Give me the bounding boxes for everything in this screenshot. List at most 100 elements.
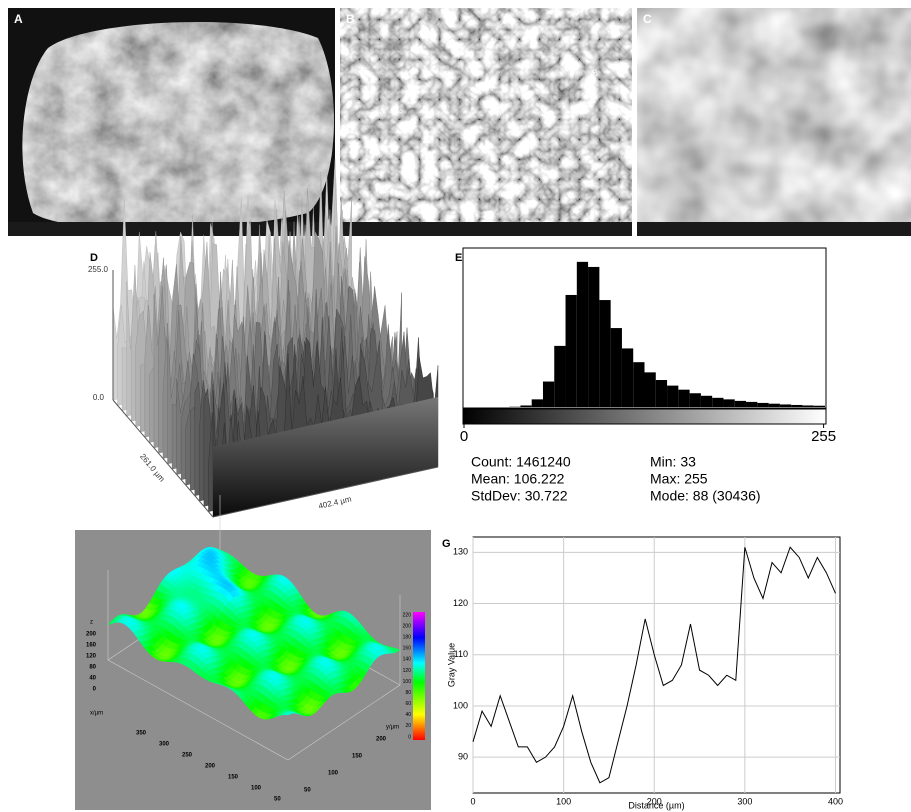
panel-label: A xyxy=(14,12,23,26)
stat-text: Count: 1461240 xyxy=(471,454,571,470)
x-tick-label: 100 xyxy=(556,796,571,806)
stat-text: Mode: 88 (30436) xyxy=(650,488,761,504)
histogram-stats: Count: 1461240 Min: 33 Mean: 106.222 Max: 2… xyxy=(471,454,761,504)
histogram-bar xyxy=(554,345,566,407)
colorbar-tick-label: 140 xyxy=(403,657,412,663)
colorbar-tick-label: 100 xyxy=(403,679,412,685)
histogram-bar xyxy=(667,385,679,407)
colorbar-tick-label: 20 xyxy=(405,723,411,729)
y-axis-label: Gray Value xyxy=(446,643,456,687)
y-tick-label: 50 xyxy=(304,788,311,794)
sem-image xyxy=(340,8,632,236)
stat-text: Max: 255 xyxy=(650,471,708,487)
histogram-bar xyxy=(599,300,611,407)
histogram-bar xyxy=(757,402,769,407)
histogram-bar xyxy=(813,405,825,407)
z-axis-label: z xyxy=(90,620,93,626)
histogram-bar xyxy=(802,405,814,407)
sem-panel-b xyxy=(340,8,632,236)
y-tick-label: 200 xyxy=(376,737,387,743)
x-tick-label: 300 xyxy=(159,742,170,748)
x-tick-label: 50 xyxy=(274,797,281,803)
sem-info-bar xyxy=(637,222,911,236)
colorbar-tick-label: 60 xyxy=(405,701,411,707)
panel-label: C xyxy=(643,12,652,26)
histogram-bar xyxy=(531,399,543,407)
z-tick-label: 160 xyxy=(86,643,97,649)
colorbar-tick-label: 40 xyxy=(405,712,411,718)
width-label: 402.4 µm xyxy=(318,494,353,510)
histogram-bar xyxy=(678,389,690,407)
x-tick-label: 350 xyxy=(136,731,147,737)
y-tick-label: 130 xyxy=(453,547,468,557)
stat-text: StdDev: 30.722 xyxy=(471,488,568,504)
histogram-bar xyxy=(700,395,713,407)
data-line xyxy=(472,546,836,784)
surface-front-face xyxy=(213,397,438,517)
histogram-bar xyxy=(565,294,577,407)
z-tick-label: 120 xyxy=(86,654,97,660)
histogram-bar xyxy=(689,393,701,407)
sem-panel-c xyxy=(637,8,911,236)
sem-info-bar xyxy=(340,222,632,236)
histogram-bar xyxy=(779,404,792,407)
line-chart: 90 100 110 120 130 0 100 200 300 400 Gray Value Dis… xyxy=(446,536,843,810)
x-tick-label: 200 xyxy=(205,764,216,770)
colorbar-tick-label: 180 xyxy=(403,635,412,641)
histogram-bar xyxy=(655,380,668,407)
panel-label: G xyxy=(442,538,451,550)
sem-info-bar xyxy=(8,222,335,236)
colorbar-tick-label: 80 xyxy=(405,690,411,696)
z-tick-label: 40 xyxy=(89,676,96,682)
stat-text: Mean: 106.222 xyxy=(471,471,565,487)
colorbar-tick-label: 120 xyxy=(403,668,412,674)
panel-label: E xyxy=(455,252,462,264)
x-tick-label: 300 xyxy=(737,796,752,806)
x-tick-label: 255 xyxy=(811,428,836,445)
x-tick-label: 100 xyxy=(251,786,262,792)
y-tick-label: 100 xyxy=(328,771,339,777)
histogram-bar xyxy=(734,400,747,407)
y-tick-label: 90 xyxy=(458,752,468,762)
histogram-bar xyxy=(542,381,555,407)
depth-label: 261.0 µm xyxy=(138,452,167,484)
x-tick-label: 0 xyxy=(460,428,468,445)
histogram-bar xyxy=(576,261,589,407)
y-axis-label: y/µm xyxy=(386,725,399,731)
panel-label: D xyxy=(90,252,98,264)
histogram-bar xyxy=(633,362,645,407)
colorbar xyxy=(413,612,425,740)
y-tick-label: 120 xyxy=(453,598,468,608)
depth-axis xyxy=(112,399,214,518)
z-tick-label: 0 xyxy=(93,687,97,693)
histogram-bar xyxy=(610,328,622,407)
histogram-bar xyxy=(746,401,758,407)
y-tick-label: 150 xyxy=(352,754,363,760)
histogram-bar xyxy=(768,403,780,407)
sem-image xyxy=(637,8,911,236)
sem-panel-a xyxy=(8,8,335,236)
colorbar-tick-label: 220 xyxy=(403,612,412,618)
z-tick-label: 255.0 xyxy=(88,265,109,274)
stat-text: Min: 33 xyxy=(650,454,696,470)
x-axis-label: Distance (µm) xyxy=(628,800,684,810)
x-tick-label: 200 xyxy=(647,796,662,806)
x-tick-label: 400 xyxy=(828,796,843,806)
y-tick-label: 110 xyxy=(454,649,468,659)
z-tick-label: 0.0 xyxy=(93,393,105,402)
histogram-bar xyxy=(791,404,803,407)
panel-label: B xyxy=(346,12,355,26)
gray-scale-bar xyxy=(462,408,827,425)
surface-plot xyxy=(112,159,439,518)
colorbar-tick-label: 160 xyxy=(403,646,412,652)
width-axis xyxy=(212,466,439,518)
z-tick-label: 80 xyxy=(89,665,96,671)
x-tick-label: 0 xyxy=(470,796,475,806)
color-surface: 20016012080400z35030025020015010050x/µm2… xyxy=(86,495,411,803)
x-tick-label: 150 xyxy=(228,775,239,781)
plot-frame xyxy=(472,536,841,794)
histogram-bar xyxy=(588,266,600,407)
histogram-bar xyxy=(712,397,724,407)
y-tick-label: 100 xyxy=(453,700,468,710)
